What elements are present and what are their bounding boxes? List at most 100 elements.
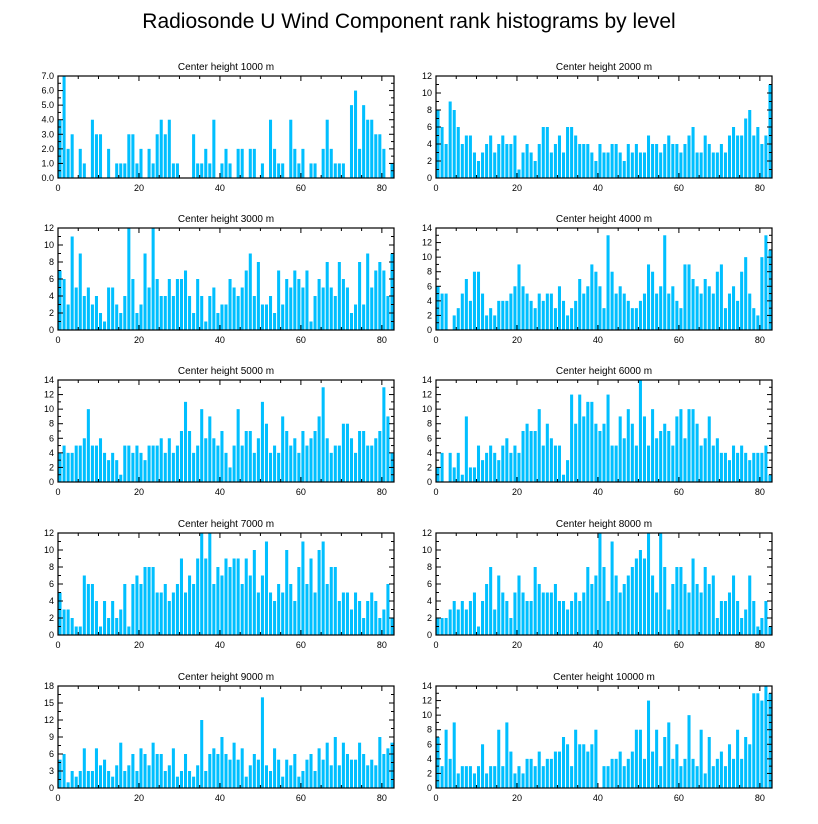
y-tick-label: 8 [427,267,432,277]
y-tick-label: 2 [427,768,432,778]
histogram-bar [196,163,200,178]
histogram-bar [464,766,468,788]
histogram-bar [764,601,768,635]
histogram-bar [252,452,256,482]
histogram-bar [273,148,277,178]
histogram-bar [378,737,382,788]
histogram-bar [94,601,98,635]
histogram-bar [66,304,70,330]
histogram-bar [281,163,285,178]
x-tick-label: 40 [215,487,225,497]
histogram-bar [687,715,691,788]
histogram-bar [183,401,188,482]
histogram-bar [183,270,188,330]
x-tick-label: 80 [377,487,387,497]
histogram-bar [289,119,293,178]
y-tick-label: 4 [427,448,432,458]
histogram-panel: Center height 8000 m 0 20 40 60 80 0 2 4 6 8 10 12 [422,519,773,650]
histogram-bar [196,765,200,788]
histogram-bar [687,264,691,330]
histogram-bar [630,751,634,788]
histogram-bar [561,601,566,635]
y-tick-label: 8 [49,562,54,572]
histogram-bar [452,467,456,482]
histogram-bar [151,445,155,482]
histogram-bar [590,744,594,788]
histogram-bar [440,127,444,178]
histogram-bar [86,409,90,482]
histogram-bar [768,626,772,635]
histogram-bar [485,584,489,635]
histogram-bar [366,601,370,635]
histogram-bar [147,148,151,178]
y-tick-label: 8 [49,257,54,267]
y-tick-label: 0 [427,477,432,487]
histogram-bar [448,101,452,178]
histogram-bar [501,135,505,178]
histogram-bar [98,134,103,178]
histogram-bar [256,592,260,635]
histogram-bar [663,737,667,788]
histogram-bar [349,609,354,635]
histogram-bar [248,148,252,178]
y-tick-label: 2 [427,613,432,623]
histogram-bar [476,161,481,178]
histogram-bar [602,423,606,482]
y-tick-label: 3.0 [41,129,54,139]
y-tick-label: 12 [44,223,54,233]
histogram-bar [390,253,394,330]
histogram-bar [103,452,107,482]
histogram-bar [333,445,337,482]
histogram-bar [468,135,472,178]
histogram-bar [362,754,366,788]
histogram-bar [341,163,345,178]
histogram-bar [370,592,374,635]
histogram-bar [647,264,651,330]
histogram-bar [602,766,606,788]
histogram-bar [748,744,752,788]
histogram-bar [260,163,264,178]
histogram-bar [386,748,390,788]
x-tick-label: 60 [296,335,306,345]
histogram-bar [349,313,354,330]
histogram-bar [293,148,297,178]
histogram-bar [533,308,537,330]
histogram-bar [277,452,281,482]
histogram-bar [264,765,269,788]
histogram-bar [281,592,285,635]
histogram-bar [521,431,525,482]
histogram-bar [374,270,378,330]
histogram-bar [740,758,744,788]
histogram-bar [366,765,370,788]
histogram-bar [529,300,533,330]
histogram-bar [317,279,321,330]
histogram-bar [183,592,188,635]
histogram-bar [151,742,155,788]
x-tick-label: 0 [433,793,438,803]
histogram-bar [707,737,711,788]
histogram-bar [695,152,699,178]
histogram-bar [269,592,273,635]
histogram-bar [260,697,264,788]
x-tick-label: 20 [512,793,522,803]
histogram-bar [358,742,362,788]
histogram-bar [764,135,768,178]
histogram-bar [460,766,464,788]
histogram-bar [277,270,281,330]
histogram-bar [329,148,333,178]
histogram-bar [289,584,293,635]
histogram-bar [370,287,374,330]
histogram-bar [476,271,481,330]
histogram-bar [240,584,244,635]
y-tick-label: 6 [49,749,54,759]
histogram-bar [493,452,497,482]
y-tick-label: 4 [49,596,54,606]
histogram-bar [760,452,764,482]
histogram-panel: Center height 6000 m 0 20 40 60 80 0 2 4 6 8 10 12 14 [422,366,773,497]
histogram-bar [683,758,687,788]
histogram-bar [252,754,256,788]
histogram-bar [561,474,566,482]
histogram-bar [192,776,196,788]
x-tick-label: 0 [433,183,438,193]
histogram-bar [281,776,285,788]
